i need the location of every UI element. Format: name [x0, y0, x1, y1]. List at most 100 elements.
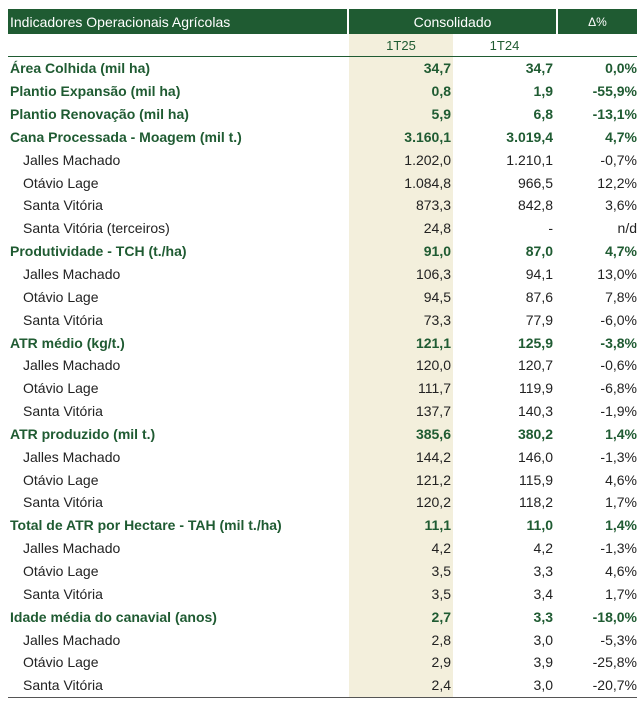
current-period-highlight — [349, 422, 453, 446]
row-label: Jalles Machado — [23, 266, 121, 283]
value-current: 24,8 — [423, 220, 451, 237]
row-label: Santa Vitória (terceiros) — [23, 220, 170, 237]
current-period-highlight — [349, 262, 453, 286]
table-row-sub: Santa Vitória 2,4 3,0 -20,7% — [8, 673, 637, 697]
value-current: 4,2 — [431, 540, 451, 557]
table-row-sub: Santa Vitória 120,2 118,2 1,7% — [8, 491, 637, 514]
current-period-highlight — [349, 102, 453, 126]
current-period-highlight — [349, 308, 453, 332]
period-header: 1T25 1T24 — [8, 34, 637, 57]
value-previous: 6,8 — [533, 106, 553, 123]
row-label: Otávio Lage — [23, 288, 99, 305]
value-previous: 842,8 — [517, 197, 553, 214]
value-previous: 3.019,4 — [506, 128, 553, 145]
value-delta: 12,2% — [597, 174, 637, 191]
current-period-highlight — [349, 194, 453, 217]
value-previous: 125,9 — [517, 334, 553, 351]
table-row-main: Produtividade - TCH (t./ha) 91,0 87,0 4,7% — [8, 239, 637, 263]
table-row-sub: Otávio Lage 1.084,8 966,5 12,2% — [8, 171, 637, 195]
row-label: Santa Vitória — [23, 311, 103, 328]
delta-header: Δ% — [558, 9, 637, 34]
value-delta: -1,3% — [600, 540, 637, 557]
current-period-highlight — [349, 605, 453, 629]
row-label: Otávio Lage — [23, 562, 99, 579]
current-period-highlight — [349, 148, 453, 172]
current-period-highlight — [349, 468, 453, 492]
table-row-sub: Santa Vitória 137,7 140,3 -1,9% — [8, 399, 637, 423]
value-current: 2,7 — [431, 608, 451, 625]
value-previous: 3,0 — [533, 677, 553, 694]
value-delta: -13,1% — [592, 106, 637, 123]
current-period-highlight — [349, 582, 453, 606]
table-row-main: Idade média do canavial (anos) 2,7 3,3 -18,… — [8, 605, 637, 629]
value-delta: 4,6% — [605, 562, 637, 579]
value-current: 120,0 — [415, 357, 451, 374]
current-period-highlight — [349, 650, 453, 674]
value-previous: 146,0 — [517, 448, 553, 465]
current-period-highlight — [349, 125, 453, 149]
value-delta: -0,7% — [600, 151, 637, 168]
value-previous: 77,9 — [525, 311, 553, 328]
current-period-highlight — [349, 559, 453, 583]
value-previous: - — [548, 220, 553, 237]
value-delta: -1,3% — [600, 448, 637, 465]
value-current: 0,8 — [431, 83, 451, 100]
table-row-sub: Jalles Machado 2,8 3,0 -5,3% — [8, 628, 637, 651]
value-delta: 1,7% — [605, 494, 637, 511]
value-delta: 0,0% — [605, 60, 637, 77]
row-label: Jalles Machado — [23, 448, 121, 465]
value-previous: 3,3 — [533, 562, 553, 579]
value-current: 3,5 — [431, 585, 451, 602]
row-label: Plantio Expansão (mil ha) — [10, 83, 181, 100]
value-current: 120,2 — [415, 494, 451, 511]
value-current: 2,4 — [431, 677, 451, 694]
row-label: ATR produzido (mil t.) — [10, 425, 156, 442]
current-period-highlight — [349, 445, 453, 469]
value-previous: 118,2 — [519, 494, 553, 511]
current-period-highlight — [349, 536, 453, 560]
table-row-main: ATR produzido (mil t.) 385,6 380,2 1,4% — [8, 422, 637, 446]
current-period-highlight — [349, 331, 453, 354]
table-row-sub: Otávio Lage 121,2 115,9 4,6% — [8, 468, 637, 492]
table-row-sub: Otávio Lage 2,9 3,9 -25,8% — [8, 650, 637, 674]
row-label: Santa Vitória — [23, 494, 103, 511]
table-bottom-border — [8, 696, 637, 698]
value-previous: 4,2 — [533, 540, 553, 557]
value-current: 121,1 — [415, 334, 451, 351]
table-row-sub: Otávio Lage 111,7 119,9 -6,8% — [8, 376, 637, 400]
value-delta: -25,8% — [592, 654, 637, 671]
table-row-main: Área Colhida (mil ha) 34,7 34,7 0,0% — [8, 57, 637, 80]
value-current: 5,9 — [431, 106, 451, 123]
value-delta: -6,8% — [600, 380, 637, 397]
value-delta: -20,7% — [592, 677, 637, 694]
row-label: Plantio Renovação (mil ha) — [10, 106, 189, 123]
value-delta: 7,8% — [605, 288, 637, 305]
value-current: 385,6 — [415, 425, 451, 442]
value-delta: n/d — [617, 220, 637, 237]
value-previous: 3,9 — [533, 654, 553, 671]
row-label: Total de ATR por Hectare - TAH (mil t./h… — [10, 517, 282, 534]
table-row-sub: Otávio Lage 94,5 87,6 7,8% — [8, 285, 637, 309]
row-label: ATR médio (kg/t.) — [10, 334, 125, 351]
value-previous: 94,1 — [525, 266, 553, 283]
value-previous: 140,3 — [517, 403, 553, 420]
table-row-sub: Santa Vitória 3,5 3,4 1,7% — [8, 582, 637, 606]
current-period-highlight — [349, 491, 453, 514]
value-delta: -3,8% — [600, 334, 637, 351]
table-row-sub: Jalles Machado 106,3 94,1 13,0% — [8, 262, 637, 286]
row-label: Jalles Machado — [23, 357, 121, 374]
value-delta: -1,9% — [600, 403, 637, 420]
current-period-highlight — [349, 285, 453, 309]
value-current: 1.084,8 — [404, 174, 451, 191]
table-row-sub: Jalles Machado 1.202,0 1.210,1 -0,7% — [8, 148, 637, 172]
row-label: Santa Vitória — [23, 677, 103, 694]
value-previous: 120,7 — [517, 357, 553, 374]
value-current: 11,1 — [424, 517, 451, 534]
table-row-sub: Jalles Machado 144,2 146,0 -1,3% — [8, 445, 637, 469]
value-current: 111,7 — [418, 380, 451, 397]
value-current: 73,3 — [423, 311, 451, 328]
value-current: 873,3 — [415, 197, 451, 214]
row-label: Otávio Lage — [23, 380, 99, 397]
value-current: 137,7 — [415, 403, 451, 420]
row-label: Otávio Lage — [23, 654, 99, 671]
